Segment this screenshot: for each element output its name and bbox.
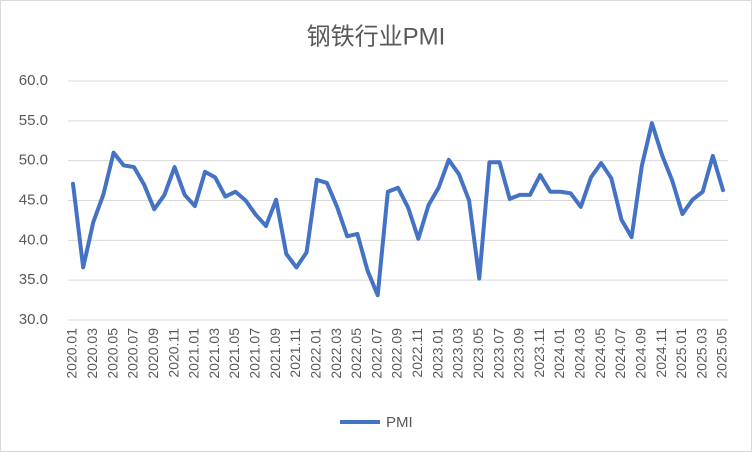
y-tick-label: 35.0 <box>19 271 48 288</box>
x-tick-label: 2021.05 <box>226 328 242 379</box>
x-tick-label: 2024.01 <box>551 328 567 379</box>
x-tick-label: 2024.05 <box>592 328 608 379</box>
x-tick-label: 2022.05 <box>348 328 364 379</box>
x-tick-label: 2022.01 <box>307 328 323 379</box>
x-tick-label: 2022.09 <box>389 328 405 379</box>
y-tick-label: 55.0 <box>19 112 48 129</box>
x-tick-label: 2025.05 <box>714 328 730 379</box>
x-tick-label: 2021.09 <box>267 328 283 379</box>
x-tick-label: 2024.09 <box>632 328 648 379</box>
legend-label: PMI <box>386 414 413 431</box>
x-tick-label: 2023.01 <box>429 328 445 379</box>
y-tick-label: 30.0 <box>19 311 48 328</box>
x-tick-label: 2022.03 <box>328 328 344 379</box>
x-tick-label: 2023.07 <box>490 328 506 379</box>
x-tick-label: 2021.03 <box>206 328 222 379</box>
x-tick-label: 2022.11 <box>409 328 425 378</box>
chart-title: 钢铁行业PMI <box>307 23 446 50</box>
x-tick-label: 2023.09 <box>511 328 527 379</box>
x-tick-label: 2023.11 <box>531 328 547 378</box>
x-tick-label: 2023.03 <box>450 328 466 379</box>
y-tick-label: 45.0 <box>19 191 48 208</box>
x-tick-label: 2020.07 <box>125 328 141 379</box>
x-tick-label: 2025.03 <box>693 328 709 379</box>
x-tick-label: 2020.03 <box>84 328 100 379</box>
y-tick-label: 50.0 <box>19 152 48 169</box>
x-tick-label: 2024.11 <box>653 328 669 378</box>
x-tick-label: 2020.11 <box>165 328 181 378</box>
x-tick-label: 2024.03 <box>572 328 588 379</box>
x-tick-label: 2021.11 <box>287 328 303 378</box>
x-tick-label: 2021.07 <box>247 328 263 379</box>
x-tick-label: 2025.01 <box>673 328 689 379</box>
y-tick-label: 60.0 <box>19 72 48 89</box>
x-tick-label: 2022.07 <box>368 328 384 379</box>
x-tick-label: 2024.07 <box>612 328 628 379</box>
x-tick-label: 2020.05 <box>104 328 120 379</box>
y-tick-label: 40.0 <box>19 231 48 248</box>
x-tick-label: 2020.01 <box>64 328 80 379</box>
data-line <box>71 121 725 298</box>
x-tick-label: 2020.09 <box>145 328 161 379</box>
x-tick-label: 2021.01 <box>186 328 202 379</box>
x-tick-label: 2023.05 <box>470 328 486 379</box>
